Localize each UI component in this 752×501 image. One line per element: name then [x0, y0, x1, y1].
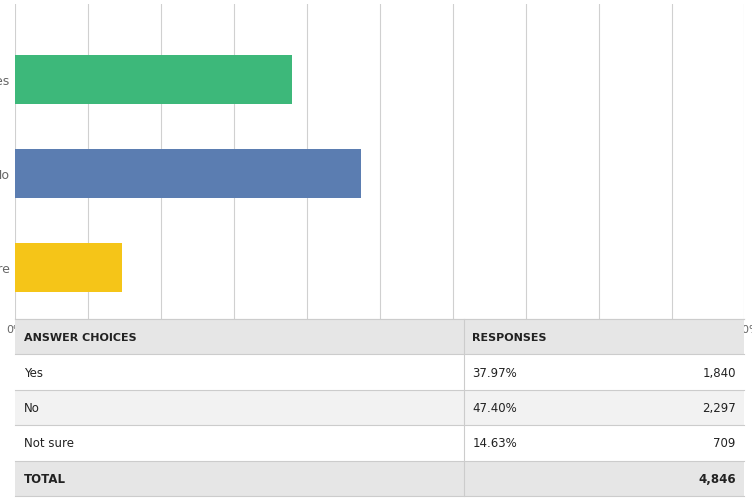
Text: 2,297: 2,297: [702, 401, 735, 414]
Bar: [15, 56, 292, 104]
Text: No: No: [24, 401, 40, 414]
Bar: [15, 390, 744, 425]
Text: ANSWER CHOICES: ANSWER CHOICES: [24, 332, 136, 342]
Bar: [15, 243, 122, 292]
Text: Not sure: Not sure: [24, 436, 74, 449]
Text: Yes: Yes: [24, 366, 43, 379]
Bar: [15, 425, 744, 460]
Text: RESPONSES: RESPONSES: [472, 332, 547, 342]
Bar: [15, 355, 744, 390]
Text: 1,840: 1,840: [702, 366, 735, 379]
Text: 14.63%: 14.63%: [472, 436, 517, 449]
Text: 37.97%: 37.97%: [472, 366, 517, 379]
Bar: [15, 319, 744, 355]
Text: TOTAL: TOTAL: [24, 472, 65, 485]
Text: 709: 709: [714, 436, 735, 449]
Text: 47.40%: 47.40%: [472, 401, 517, 414]
Bar: [15, 149, 361, 198]
Text: 4,846: 4,846: [698, 472, 735, 485]
Bar: [15, 460, 744, 496]
